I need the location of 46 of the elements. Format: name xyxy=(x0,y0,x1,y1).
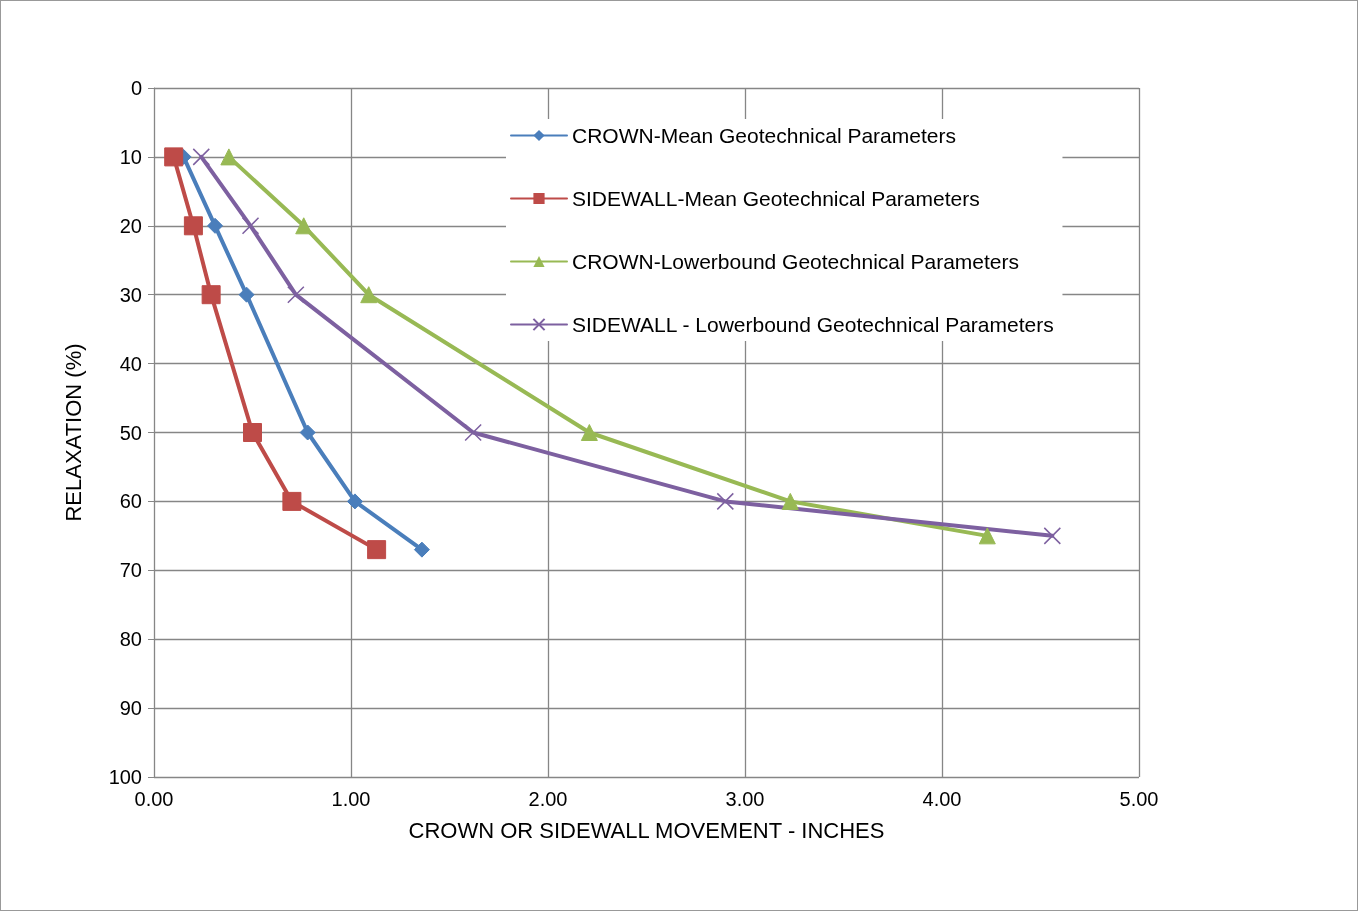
x-tick-label: 0.00 xyxy=(134,788,174,810)
y-axis-title: RELAXATION (%) xyxy=(60,343,86,522)
y-tick-label: 100 xyxy=(108,766,142,788)
point xyxy=(295,217,313,235)
y-tick-label: 40 xyxy=(119,352,142,375)
point xyxy=(360,286,378,304)
point xyxy=(192,148,211,166)
point xyxy=(716,492,735,511)
point xyxy=(164,147,184,167)
legend-label: CROWN-Lowerbound Geotechnical Parameters xyxy=(572,250,1020,273)
legend-label: SIDEWALL-Mean Geotechnical Parameters xyxy=(572,187,980,210)
point xyxy=(282,491,302,511)
point xyxy=(243,423,262,442)
x-axis-title: CROWN OR SIDEWALL MOVEMENT - INCHES xyxy=(408,817,885,843)
point xyxy=(220,148,238,166)
y-tick-label: 90 xyxy=(119,697,142,720)
point xyxy=(464,423,482,442)
y-tick-label: 80 xyxy=(119,628,142,651)
y-tick-label: 0 xyxy=(130,77,142,99)
point xyxy=(299,424,316,441)
y-tick-label: 10 xyxy=(119,145,142,168)
y-tick-label: 70 xyxy=(119,559,142,582)
x-tick-label: 3.00 xyxy=(725,788,765,810)
legend-label: SIDEWALL - Lowerbound Geotechnical Parameters xyxy=(572,313,1054,336)
point xyxy=(183,216,203,236)
point xyxy=(978,527,996,545)
point xyxy=(207,217,224,234)
point xyxy=(367,540,387,560)
point xyxy=(238,286,255,303)
point xyxy=(241,217,260,235)
x-tick-label: 1.00 xyxy=(331,788,371,810)
y-tick-label: 30 xyxy=(119,283,142,306)
x-tick-label: 5.00 xyxy=(1119,788,1159,810)
point xyxy=(580,424,598,441)
x-tick-label: 4.00 xyxy=(922,788,962,810)
y-tick-label: 60 xyxy=(119,490,142,513)
point xyxy=(781,492,799,510)
point xyxy=(346,493,363,510)
x-tick-label: 2.00 xyxy=(528,788,568,810)
point xyxy=(413,541,430,558)
y-tick-label: 20 xyxy=(119,214,142,237)
point xyxy=(201,285,221,305)
legend-label: CROWN-Mean Geotechnical Parameters xyxy=(572,124,956,147)
y-tick-label: 50 xyxy=(119,421,142,444)
point xyxy=(287,285,305,304)
point xyxy=(1043,527,1062,545)
